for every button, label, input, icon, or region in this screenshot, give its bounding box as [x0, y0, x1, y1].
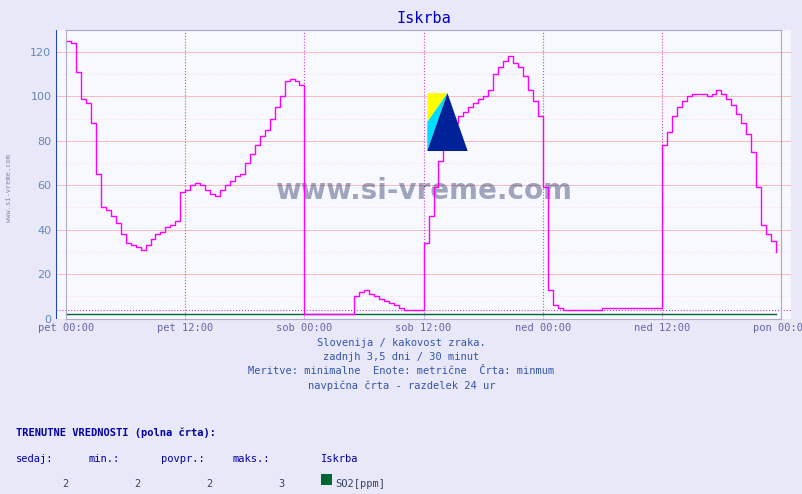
Text: www.si-vreme.com: www.si-vreme.com — [6, 154, 11, 222]
Text: www.si-vreme.com: www.si-vreme.com — [275, 177, 571, 206]
Text: Iskrba: Iskrba — [321, 454, 358, 464]
Text: 2: 2 — [206, 479, 213, 489]
Polygon shape — [427, 93, 447, 122]
Text: min.:: min.: — [88, 454, 119, 464]
Polygon shape — [427, 93, 447, 151]
Title: Iskrba: Iskrba — [395, 11, 451, 26]
Polygon shape — [427, 93, 467, 151]
Text: 2: 2 — [134, 479, 140, 489]
Text: 3: 3 — [278, 479, 285, 489]
Text: povpr.:: povpr.: — [160, 454, 204, 464]
Text: TRENUTNE VREDNOSTI (polna črta):: TRENUTNE VREDNOSTI (polna črta): — [16, 427, 216, 438]
Text: 2: 2 — [62, 479, 68, 489]
Text: SO2[ppm]: SO2[ppm] — [335, 479, 385, 489]
Text: sedaj:: sedaj: — [16, 454, 54, 464]
Text: Slovenija / kakovost zraka.
zadnjh 3,5 dni / 30 minut
Meritve: minimalne  Enote:: Slovenija / kakovost zraka. zadnjh 3,5 d… — [248, 338, 554, 391]
Text: maks.:: maks.: — [233, 454, 270, 464]
